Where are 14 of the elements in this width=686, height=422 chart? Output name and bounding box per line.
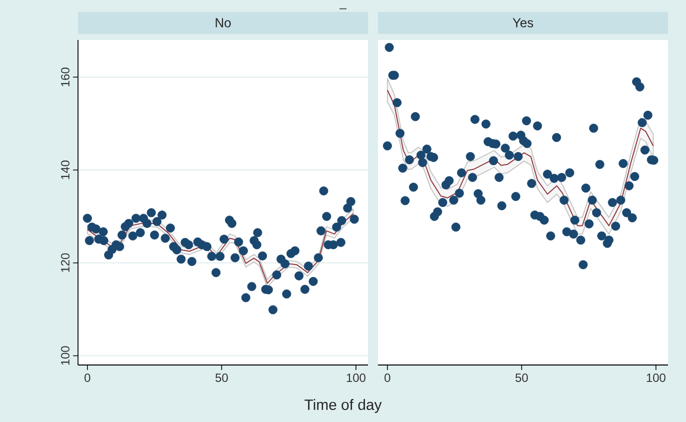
x-tick-label: 50	[516, 374, 528, 382]
x-axis-title: Time of day	[304, 399, 382, 413]
text: _	[339, 8, 346, 10]
x-tick-label: 0	[84, 374, 90, 382]
y-tick-label: 120	[61, 253, 70, 272]
y-tick-label: 160	[61, 68, 70, 86]
x-tick-label: 100	[646, 374, 666, 382]
x-tick-label: 50	[216, 374, 228, 382]
x-tick-label: 0	[384, 374, 390, 382]
chart-title: No	[216, 18, 231, 28]
y-tick-label: 140	[61, 160, 70, 180]
chart-title: Yes	[512, 18, 534, 28]
x-tick-label: 100	[346, 374, 366, 382]
y-tick-label: 100	[61, 346, 70, 365]
